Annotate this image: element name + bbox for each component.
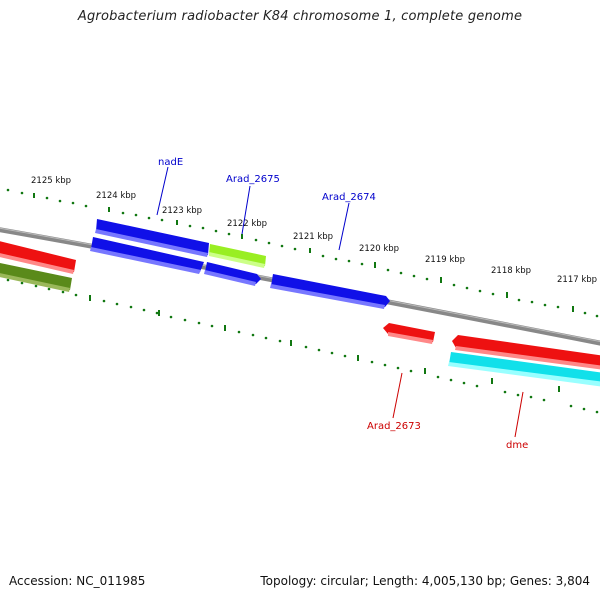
gene-label-nade[interactable]: nadE [158, 157, 183, 168]
gene-label-arad-2675[interactable]: Arad_2675 [226, 174, 280, 185]
gene-olive-left[interactable] [0, 262, 72, 290]
gene-arad-2673[interactable] [383, 323, 435, 342]
gene-red-left-upper[interactable] [0, 240, 76, 272]
forward-strand-genes [0, 219, 390, 309]
tick-label: 2122 kbp [227, 219, 267, 229]
gene-arad-2675[interactable] [209, 244, 266, 266]
gene-nade[interactable] [96, 219, 209, 255]
tick-label: 2121 kbp [293, 232, 333, 242]
gene-blue-a[interactable] [91, 237, 204, 272]
gene-blue-b[interactable] [205, 262, 261, 284]
tick-label: 2120 kbp [359, 244, 399, 254]
gene-red-right[interactable] [452, 335, 600, 368]
inner-scale-ruler [6, 278, 599, 414]
accession-label: Accession: NC_011985 [9, 574, 146, 588]
outer-scale-ruler [6, 188, 599, 318]
genome-summary: Topology: circular; Length: 4,005,130 bp… [260, 574, 590, 588]
gene-dme[interactable] [449, 352, 600, 384]
reverse-strand-genes [0, 262, 600, 387]
tick-label: 2123 kbp [162, 206, 202, 216]
tick-label: 2124 kbp [96, 191, 136, 201]
gene-label-arad-2674[interactable]: Arad_2674 [322, 192, 376, 203]
map-title: Agrobacterium radiobacter K84 chromosome… [77, 9, 523, 24]
tick-label: 2118 kbp [491, 266, 531, 276]
tick-label: 2125 kbp [31, 176, 71, 186]
label-leaders [156, 166, 524, 438]
gene-label-arad-2673[interactable]: Arad_2673 [367, 421, 421, 432]
gene-label-dme[interactable]: dme [506, 440, 528, 451]
tick-label: 2119 kbp [425, 255, 465, 265]
gene-arad-2674[interactable] [271, 274, 390, 307]
kbp-labels: 2125 kbp 2124 kbp 2123 kbp 2122 kbp 2121… [31, 176, 597, 285]
tick-label: 2117 kbp [557, 275, 597, 285]
